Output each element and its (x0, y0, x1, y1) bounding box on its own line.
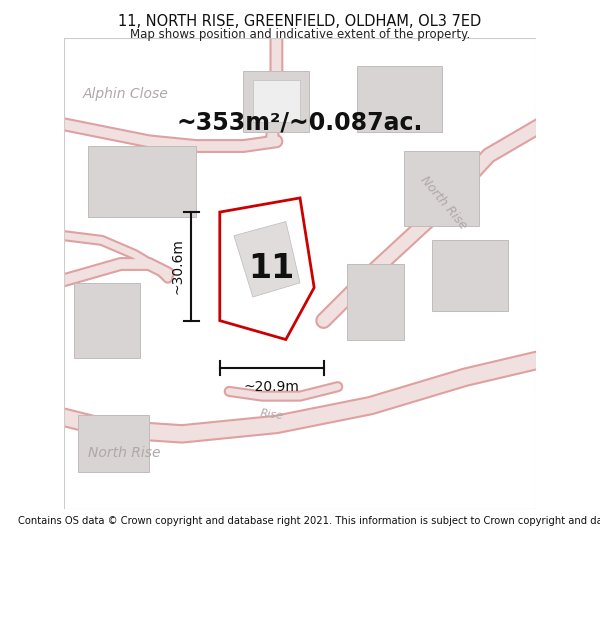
Polygon shape (74, 283, 140, 358)
Polygon shape (432, 241, 508, 311)
Polygon shape (347, 264, 404, 339)
Polygon shape (78, 415, 149, 472)
Text: Alphin Close: Alphin Close (83, 87, 169, 101)
Text: Map shows position and indicative extent of the property.: Map shows position and indicative extent… (130, 28, 470, 41)
Text: North Rise: North Rise (88, 446, 160, 460)
Polygon shape (220, 198, 314, 339)
Text: 11, NORTH RISE, GREENFIELD, OLDHAM, OL3 7ED: 11, NORTH RISE, GREENFIELD, OLDHAM, OL3 … (118, 14, 482, 29)
Polygon shape (253, 80, 300, 122)
Polygon shape (244, 71, 310, 132)
Polygon shape (404, 151, 479, 226)
Polygon shape (356, 66, 442, 132)
Text: ~20.9m: ~20.9m (244, 379, 299, 394)
Text: ~30.6m: ~30.6m (170, 238, 184, 294)
Polygon shape (88, 146, 196, 217)
Text: North Rise: North Rise (418, 174, 470, 232)
Text: ~353m²/~0.087ac.: ~353m²/~0.087ac. (177, 111, 423, 134)
Text: Contains OS data © Crown copyright and database right 2021. This information is : Contains OS data © Crown copyright and d… (18, 516, 600, 526)
Text: Rise: Rise (259, 408, 284, 422)
Text: 11: 11 (248, 253, 295, 285)
Polygon shape (234, 221, 300, 297)
